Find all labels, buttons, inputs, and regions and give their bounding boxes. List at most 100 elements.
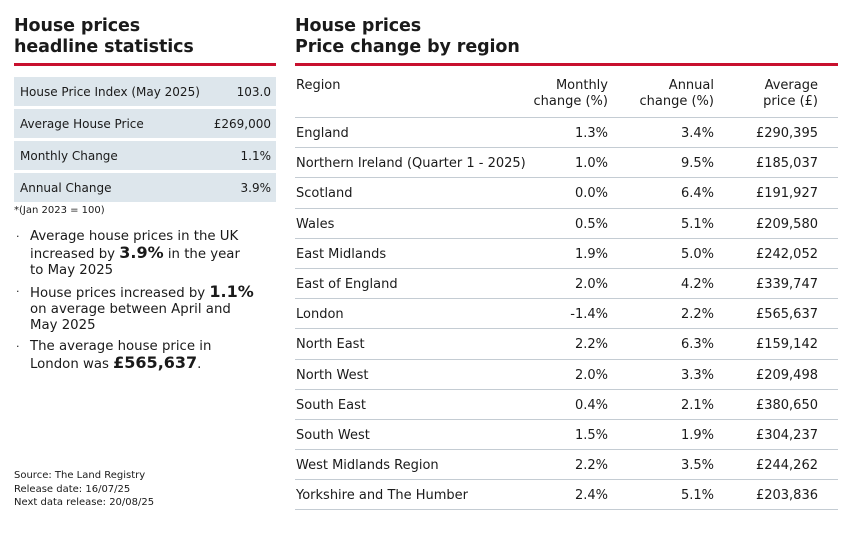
annual-change: 3.4% (608, 117, 714, 149)
header-region: Region (295, 72, 530, 118)
key-point-text: Average house prices in the UK increased… (30, 229, 239, 262)
table-row: North East 2.2% 6.3% £159,142 (295, 328, 838, 360)
table-row: West Midlands Region 2.2% 3.5% £244,262 (295, 449, 838, 481)
table-row: South East 0.4% 2.1% £380,650 (295, 389, 838, 420)
key-point: · Average house prices in the UK increas… (14, 229, 254, 279)
stat-row-average-price: Average House Price £269,000 (14, 109, 276, 138)
table-row: Yorkshire and The Humber 2.4% 5.1% £203,… (295, 479, 838, 511)
region-name: England (295, 117, 530, 149)
monthly-change: 1.9% (530, 238, 608, 269)
headline-statistics-panel: House prices headline statistics House P… (14, 16, 276, 378)
key-point-text: House prices increased by (30, 286, 210, 301)
region-name: London (295, 298, 530, 330)
key-point: · The average house price in London was … (14, 339, 254, 373)
monthly-change: 2.2% (530, 449, 608, 481)
region-title: House prices Price change by region (295, 16, 838, 58)
average-price: £159,142 (714, 328, 838, 360)
average-price: £242,052 (714, 238, 838, 269)
average-price: £191,927 (714, 177, 838, 209)
stat-label: Average House Price (20, 116, 144, 131)
headline-title-line1: House prices (14, 16, 141, 36)
region-name: East Midlands (295, 238, 530, 269)
region-name: East of England (295, 268, 530, 300)
stat-value: 103.0 (236, 84, 271, 99)
monthly-change: 1.3% (530, 117, 608, 149)
table-row: England 1.3% 3.4% £290,395 (295, 117, 838, 149)
region-name: South West (295, 419, 530, 451)
source-text: Source: The Land Registry (14, 470, 146, 481)
table-row: Northern Ireland (Quarter 1 - 2025) 1.0%… (295, 147, 838, 179)
table-row: North West 2.0% 3.3% £209,498 (295, 359, 838, 390)
headline-title-line2: headline statistics (14, 37, 194, 57)
stat-label: House Price Index (May 2025) (20, 84, 200, 99)
average-price: £380,650 (714, 389, 838, 420)
table-header-row: Region Monthly change (%) Annual change … (295, 72, 838, 118)
average-price: £209,580 (714, 208, 838, 239)
annual-change: 2.2% (608, 298, 714, 330)
title-underline (295, 63, 838, 66)
annual-change: 6.3% (608, 328, 714, 360)
annual-change: 4.2% (608, 268, 714, 300)
average-price: £304,237 (714, 419, 838, 451)
region-name: North West (295, 359, 530, 390)
key-point-figure: £565,637 (113, 353, 198, 372)
key-point-figure: 1.1% (209, 282, 254, 301)
key-point-figure: 3.9% (119, 243, 164, 262)
monthly-change: -1.4% (530, 298, 608, 330)
annual-change: 5.1% (608, 479, 714, 511)
region-name: West Midlands Region (295, 449, 530, 481)
region-name: North East (295, 328, 530, 360)
next-release: Next data release: 20/08/25 (14, 497, 155, 508)
bullet-icon: · (16, 230, 20, 243)
index-footnote: *(Jan 2023 = 100) (14, 205, 105, 216)
key-point-text: in the year to May 2025 (30, 247, 240, 278)
monthly-change: 1.0% (530, 147, 608, 179)
stat-row-annual-change: Annual Change 3.9% (14, 173, 276, 202)
source-info: Source: The Land Registry Release date: … (14, 469, 154, 510)
monthly-change: 0.0% (530, 177, 608, 209)
stat-value: 3.9% (240, 180, 272, 195)
region-name: Scotland (295, 177, 530, 209)
key-point-text: . (197, 357, 202, 372)
key-points-list: · Average house prices in the UK increas… (14, 229, 276, 373)
average-price: £203,836 (714, 479, 838, 511)
monthly-change: 0.4% (530, 389, 608, 420)
key-point: · House prices increased by 1.1% on aver… (14, 284, 254, 334)
annual-change: 5.0% (608, 238, 714, 269)
region-title-line1: House prices (295, 16, 422, 36)
monthly-change: 2.0% (530, 268, 608, 300)
average-price: £244,262 (714, 449, 838, 481)
annual-change: 9.5% (608, 147, 714, 179)
release-date: Release date: 16/07/25 (14, 483, 131, 495)
region-name: Wales (295, 208, 530, 239)
title-underline (14, 63, 276, 66)
header-monthly-change: Monthly change (%) (530, 72, 608, 118)
headline-title: House prices headline statistics (14, 16, 276, 58)
table-row: South West 1.5% 1.9% £304,237 (295, 419, 838, 451)
stat-value: £269,000 (213, 116, 271, 131)
region-name: South East (295, 389, 530, 420)
region-name: Northern Ireland (Quarter 1 - 2025) (295, 147, 530, 179)
monthly-change: 2.4% (530, 479, 608, 511)
table-row: Wales 0.5% 5.1% £209,580 (295, 208, 838, 239)
region-price-table: Region Monthly change (%) Annual change … (295, 72, 838, 511)
monthly-change: 0.5% (530, 208, 608, 239)
annual-change: 1.9% (608, 419, 714, 451)
header-average-price: Average price (£) (714, 72, 838, 118)
average-price: £290,395 (714, 117, 838, 149)
table-row: London -1.4% 2.2% £565,637 (295, 298, 838, 330)
bullet-icon: · (16, 340, 20, 353)
stat-label: Monthly Change (20, 148, 118, 163)
table-row: East Midlands 1.9% 5.0% £242,052 (295, 238, 838, 269)
monthly-change: 1.5% (530, 419, 608, 451)
annual-change: 3.3% (608, 359, 714, 390)
monthly-change: 2.2% (530, 328, 608, 360)
key-point-text: on average between April and May 2025 (30, 302, 231, 333)
average-price: £565,637 (714, 298, 838, 330)
annual-change: 2.1% (608, 389, 714, 420)
monthly-change: 2.0% (530, 359, 608, 390)
annual-change: 5.1% (608, 208, 714, 239)
region-title-line2: Price change by region (295, 37, 520, 57)
average-price: £185,037 (714, 147, 838, 179)
average-price: £339,747 (714, 268, 838, 300)
